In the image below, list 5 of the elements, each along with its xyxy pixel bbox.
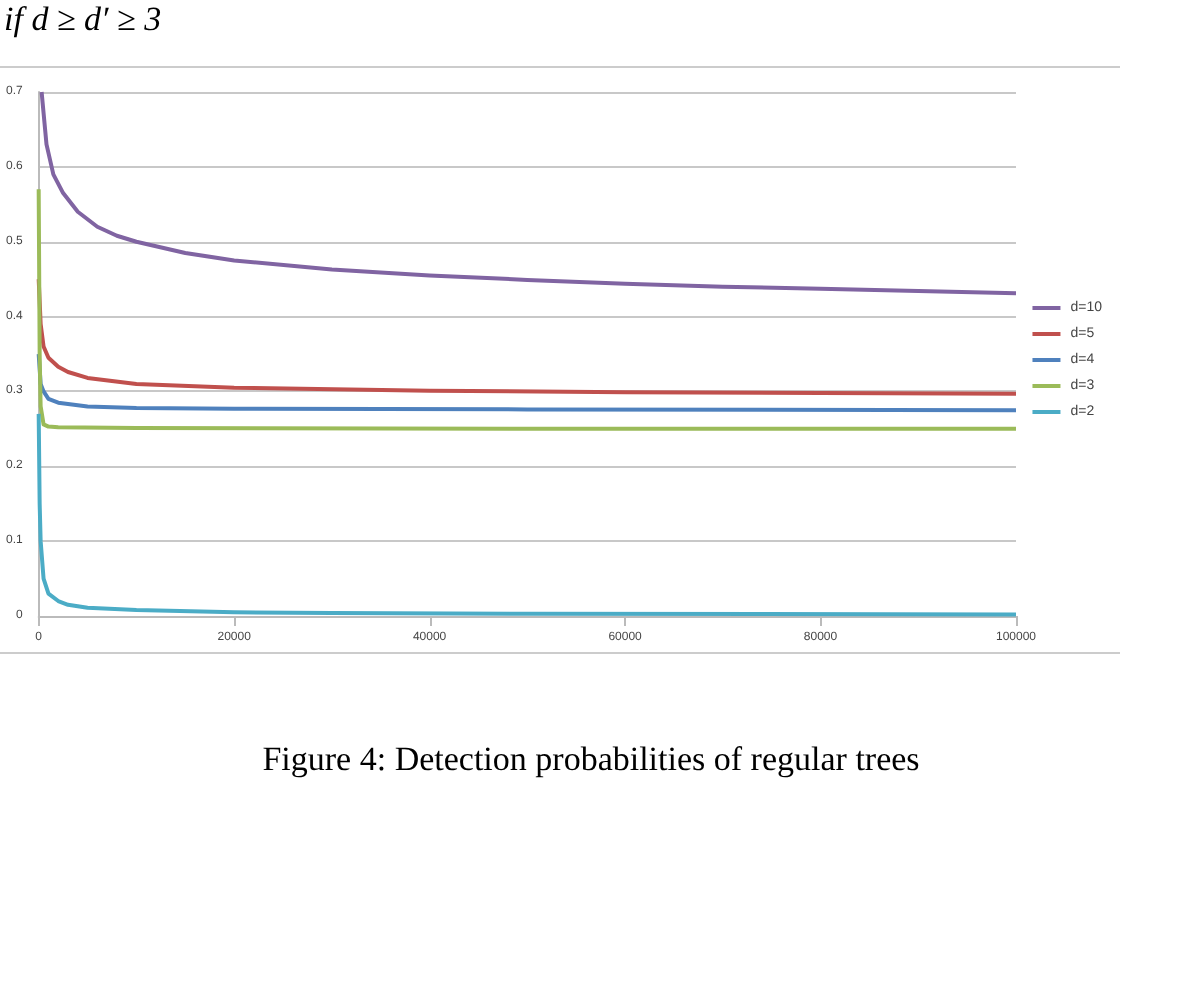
- text: if d ≥ d′ ≥ 3: [4, 0, 162, 40]
- line-series: [36, 352, 1018, 413]
- caption: Figure 4: Detection probabilities of regular trees: [260, 740, 922, 780]
- line-series: [39, 90, 1018, 296]
- line-series: [36, 187, 1018, 431]
